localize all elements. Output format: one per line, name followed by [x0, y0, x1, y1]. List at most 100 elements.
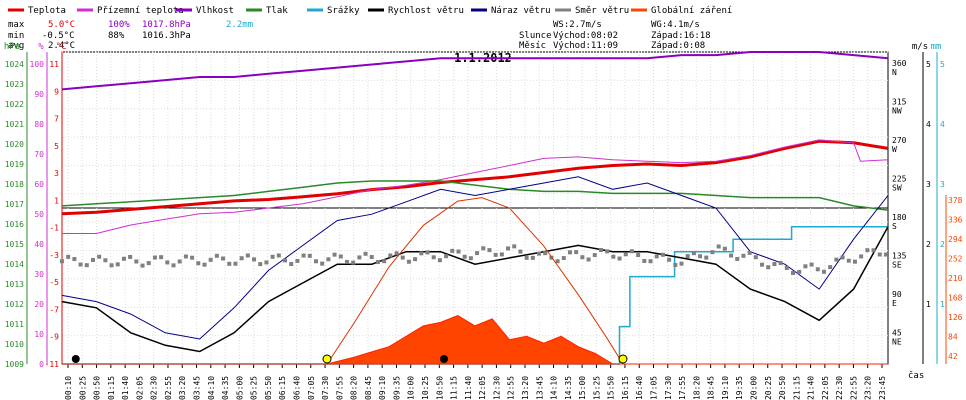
wind-dir-tick-9: S [892, 222, 897, 231]
x-tick-label-2: 00:50 [93, 376, 102, 400]
pressure-tick-6: 1018 [5, 180, 24, 189]
x-tick-label-11: 04:35 [221, 376, 230, 400]
series-7-smer-vetru-point [561, 256, 566, 261]
pressure-axis-unit: hPa [4, 42, 20, 52]
series-7-smer-vetru-point [530, 255, 535, 260]
series-7-smer-vetru-point [747, 250, 752, 255]
x-tick-label-1: 00:25 [78, 376, 87, 400]
legend-item-8: Globální záření [651, 6, 732, 16]
series-7-smer-vetru-point [270, 254, 275, 259]
humidity-tick-6: 40 [34, 240, 44, 249]
series-7-smer-vetru-point [382, 259, 387, 264]
wind-dir-tick-13: E [892, 299, 897, 308]
x-tick-label-28: 11:40 [464, 376, 473, 400]
x-tick-label-22: 09:10 [378, 376, 387, 400]
pressure-tick-10: 1014 [5, 260, 24, 269]
temperature-axis-unit: °C [56, 42, 67, 52]
x-tick-label-26: 10:50 [435, 376, 444, 400]
wind-dir-tick-8: 180 [892, 213, 907, 222]
series-7-smer-vetru-point [667, 257, 672, 262]
series-7-smer-vetru-point [660, 252, 665, 257]
series-7-smer-vetru-point [524, 255, 529, 260]
moonset-marker [71, 355, 80, 363]
x-axis-label: čas [908, 370, 924, 381]
series-7-smer-vetru-point [475, 251, 480, 256]
series-7-smer-vetru-point [481, 246, 486, 251]
x-tick-label-48: 20:00 [749, 376, 758, 400]
moonrise-info: Východ:11:09 [553, 41, 618, 51]
series-7-smer-vetru-point [760, 262, 765, 267]
x-tick-label-53: 22:05 [821, 376, 830, 400]
series-7-smer-vetru-point [450, 248, 455, 253]
x-tick-label-57: 23:45 [878, 376, 887, 400]
series-7-smer-vetru-point [221, 256, 226, 261]
rain-tick-2: 3 [940, 180, 945, 189]
sunset-marker [618, 354, 628, 364]
series-7-smer-vetru-point [146, 261, 151, 266]
series-7-smer-vetru-point [797, 269, 802, 274]
wind-dir-tick-4: 270 [892, 136, 907, 145]
series-7-smer-vetru-point [208, 257, 213, 262]
temperature-tick-9: -7 [49, 305, 59, 314]
radiation-tick-7: 84 [948, 333, 958, 342]
x-tick-label-19: 07:55 [335, 376, 344, 400]
stats-min-press: 1016.3hPa [142, 31, 191, 41]
legend-item-3: Tlak [266, 6, 288, 16]
series-7-smer-vetru-point [72, 257, 77, 262]
series-7-smer-vetru-point [821, 269, 826, 274]
series-7-smer-vetru-point [623, 252, 628, 257]
series-7-smer-vetru-point [543, 251, 548, 256]
humidity-tick-9: 10 [34, 330, 44, 339]
x-tick-label-24: 10:00 [407, 376, 416, 400]
series-7-smer-vetru-point [90, 257, 95, 262]
series-0 [61, 139, 889, 216]
series-7-smer-vetru-point [598, 248, 603, 253]
x-tick-label-34: 14:10 [550, 376, 559, 400]
series-7-smer-vetru-point [611, 254, 616, 259]
pressure-tick-14: 1010 [5, 340, 24, 349]
series-7-smer-vetru-point [239, 256, 244, 261]
series-7-smer-vetru-point [289, 262, 294, 267]
series-5 [61, 226, 889, 353]
series-7-smer-vetru-point [276, 253, 281, 258]
series-7-smer-vetru-point [586, 257, 591, 262]
series-7-smer-vetru-point [103, 258, 108, 263]
series-7-smer-vetru-point [877, 252, 882, 257]
series-7-smer-vetru-point [834, 257, 839, 262]
series-7-smer-vetru-point [567, 250, 572, 255]
x-tick-label-29: 12:05 [478, 376, 487, 400]
series-7-smer-vetru-point [313, 259, 318, 264]
series-7-smer-vetru-point [493, 252, 498, 257]
x-tick-label-12: 05:00 [235, 376, 244, 400]
wind-dir-tick-1: N [892, 68, 897, 77]
series-7-smer-vetru-point [685, 254, 690, 259]
temperature-tick-11: -11 [45, 360, 60, 369]
plot-area [60, 51, 889, 365]
series-7-smer-vetru-point [431, 255, 436, 260]
wind-dir-tick-0: 360 [892, 59, 907, 68]
moonset-info: Západ:0:08 [651, 41, 705, 51]
humidity-tick-8: 20 [34, 300, 44, 309]
x-tick-label-35: 14:35 [564, 376, 573, 400]
series-9 [326, 197, 624, 365]
series-7-smer-vetru-point [84, 263, 89, 268]
rain-tick-4: 1 [940, 300, 945, 309]
legend-item-2: Vlhkost [196, 6, 234, 16]
series-7-smer-vetru-point [357, 255, 362, 260]
series-7-smer-vetru-point [741, 253, 746, 258]
series-7-smer-vetru-point [815, 267, 820, 272]
pressure-tick-13: 1011 [5, 320, 24, 329]
series-7-smer-vetru-point [177, 259, 182, 264]
wind-dir-tick-3: NW [892, 107, 902, 116]
series-8-globalni-zareni [62, 314, 888, 365]
radiation-tick-4: 210 [948, 274, 963, 283]
x-tick-label-5: 02:05 [135, 376, 144, 400]
radiation-tick-2: 294 [948, 235, 963, 244]
humidity-axis-unit: % [38, 42, 44, 52]
stats-min-temp: -0.5°C [42, 31, 75, 41]
series-7-smer-vetru-point [828, 265, 833, 270]
series-7-smer-vetru-point [233, 261, 238, 266]
wind-speed-tick-4: 1 [926, 300, 931, 309]
series-7-smer-vetru-point [487, 248, 492, 253]
series-7-smer-vetru-point [462, 254, 467, 259]
